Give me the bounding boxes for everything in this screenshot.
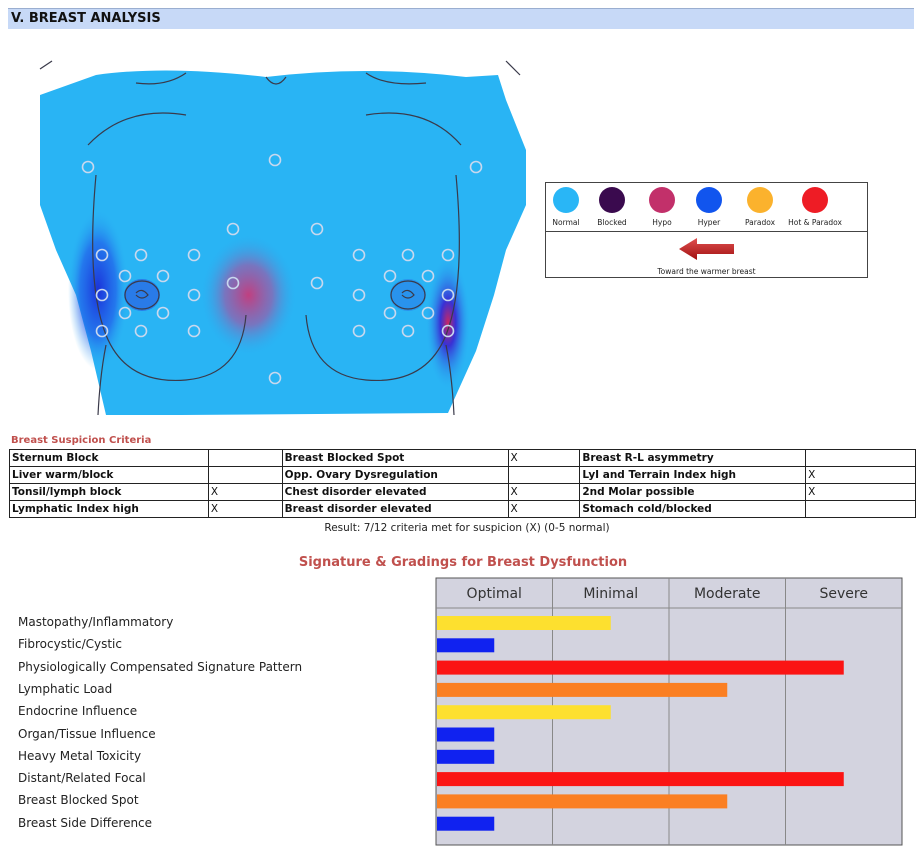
- legend-dot-paradox: [747, 187, 773, 213]
- section-header: V. BREAST ANALYSIS: [8, 8, 914, 29]
- criteria-mark: [207, 449, 283, 467]
- criteria-table: Sternum Block Breast Blocked Spot X Brea…: [9, 449, 916, 518]
- legend-dot-hot-paradox: [802, 187, 828, 213]
- row-label: Fibrocystic/Cystic: [18, 637, 122, 652]
- criteria-mark: X: [207, 483, 283, 501]
- grade-bar: [437, 794, 728, 809]
- legend-dot-normal: [553, 187, 579, 213]
- grade-bar: [437, 772, 844, 787]
- grade-bar: [437, 816, 495, 831]
- table-row: Sternum Block Breast Blocked Spot X Brea…: [9, 449, 916, 467]
- legend-swatches: Normal Blocked Hypo Hyper Paradox Hot & …: [546, 183, 867, 232]
- left-arrow-icon: [679, 238, 734, 260]
- legend-label: Blocked: [597, 218, 627, 227]
- grade-bar: [437, 638, 495, 653]
- row-label: Endocrine Influence: [18, 704, 138, 719]
- criteria-label: Liver warm/block: [9, 466, 209, 484]
- criteria-label: Opp. Ovary Dysregulation: [281, 466, 509, 484]
- row-label: Organ/Tissue Influence: [18, 726, 156, 741]
- grading-chart: Mastopathy/Inflammatory Fibrocystic/Cysti…: [0, 575, 918, 850]
- criteria-label: LyI and Terrain Index high: [579, 466, 807, 484]
- color-legend: Normal Blocked Hypo Hyper Paradox Hot & …: [545, 182, 868, 278]
- criteria-label: Stomach cold/blocked: [579, 500, 807, 518]
- criteria-mark: [805, 500, 916, 518]
- criteria-title: Breast Suspicion Criteria: [11, 435, 152, 446]
- legend-item-hyper: Hyper: [682, 185, 736, 227]
- criteria-label: Sternum Block: [9, 449, 209, 467]
- criteria-label: Chest disorder elevated: [281, 483, 509, 501]
- criteria-mark: X: [805, 483, 916, 501]
- column-header: Optimal: [467, 586, 522, 602]
- column-header: Severe: [820, 586, 868, 602]
- legend-label: Hot & Paradox: [788, 218, 842, 227]
- criteria-mark: X: [507, 500, 581, 518]
- criteria-mark: X: [805, 466, 916, 484]
- criteria-mark: [207, 466, 283, 484]
- legend-label: Hypo: [652, 218, 672, 227]
- criteria-mark: [507, 466, 581, 484]
- criteria-mark: X: [507, 483, 581, 501]
- grade-bar: [437, 727, 495, 742]
- legend-item-blocked: Blocked: [585, 185, 639, 227]
- criteria-label: Lymphatic Index high: [9, 500, 209, 518]
- arrow-caption: Toward the warmer breast: [657, 267, 756, 276]
- row-label: Breast Blocked Spot: [18, 793, 139, 808]
- criteria-label: 2nd Molar possible: [579, 483, 807, 501]
- grading-bars: Optimal Minimal Moderate Severe: [435, 577, 903, 846]
- criteria-label: Tonsil/lymph block: [9, 483, 209, 501]
- row-label: Mastopathy/Inflammatory: [18, 615, 174, 629]
- criteria-mark: X: [207, 500, 283, 518]
- body-outline: [39, 60, 521, 416]
- row-label: Lymphatic Load: [18, 681, 113, 696]
- grade-bar: [437, 705, 611, 720]
- legend-label: Hyper: [697, 218, 721, 227]
- grade-bar: [437, 682, 728, 697]
- table-row: Liver warm/block Opp. Ovary Dysregulatio…: [9, 466, 916, 484]
- criteria-label: Breast disorder elevated: [281, 500, 509, 518]
- legend-item-normal: Normal: [539, 185, 593, 227]
- row-label: Distant/Related Focal: [18, 771, 146, 786]
- legend-item-paradox: Paradox: [733, 185, 787, 227]
- legend-item-hot-paradox: Hot & Paradox: [788, 185, 842, 227]
- body-silhouette: [40, 70, 526, 416]
- criteria-result: Result: 7/12 criteria met for suspicion …: [324, 522, 610, 534]
- legend-dot-hypo: [649, 187, 675, 213]
- column-header: Moderate: [694, 586, 761, 602]
- chart-title: Signature & Gradings for Breast Dysfunct…: [298, 555, 628, 570]
- breast-thermal-map: [39, 60, 526, 416]
- legend-label: Normal: [552, 218, 580, 227]
- table-row: Lymphatic Index high X Breast disorder e…: [9, 500, 916, 518]
- legend-dot-blocked: [599, 187, 625, 213]
- criteria-mark: [805, 449, 916, 467]
- table-row: Tonsil/lymph block X Chest disorder elev…: [9, 483, 916, 501]
- row-label: Heavy Metal Toxicity: [18, 748, 142, 763]
- column-header: Minimal: [583, 586, 638, 602]
- legend-item-hypo: Hypo: [635, 185, 689, 227]
- criteria-mark: X: [507, 449, 581, 467]
- legend-dot-hyper: [696, 187, 722, 213]
- section-title: V. BREAST ANALYSIS: [11, 11, 161, 26]
- row-label: Breast Side Difference: [18, 815, 153, 830]
- grade-bar: [437, 749, 495, 764]
- legend-label: Paradox: [744, 218, 776, 227]
- measurement-points: [81, 153, 483, 385]
- grade-bar: [437, 660, 844, 675]
- criteria-label: Breast R-L asymmetry: [579, 449, 807, 467]
- grade-bar: [437, 616, 611, 630]
- criteria-label: Breast Blocked Spot: [281, 449, 509, 467]
- row-label: Physiologically Compensated Signature Pa…: [18, 659, 303, 674]
